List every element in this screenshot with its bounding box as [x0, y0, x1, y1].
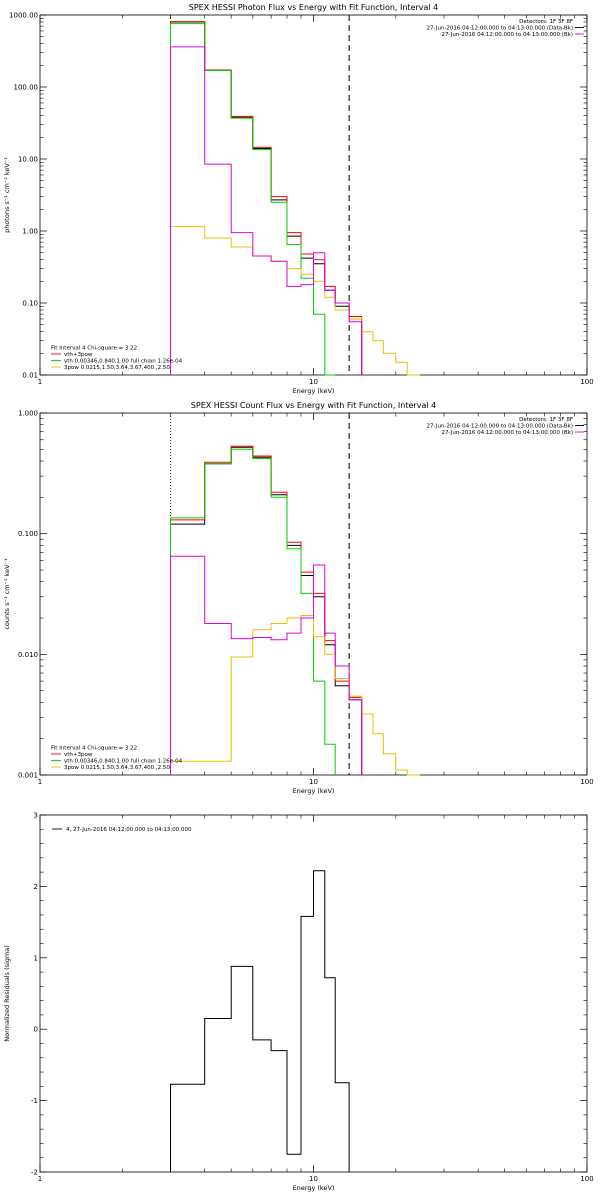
y-tick-label: 100.00: [14, 84, 39, 92]
y-axis-label: Normalized Residuals (sigma): [3, 945, 11, 1042]
x-axis-label: Energy (keV): [293, 1184, 335, 1192]
y-tick-label: 1.000: [18, 410, 38, 418]
x-tick-label: 10: [309, 1175, 318, 1183]
x-axis-label: Energy (keV): [293, 387, 335, 395]
plot-frame: [39, 14, 588, 376]
legend-line: 4, 27-Jun-2016 04:12:00.000 to 04:13:00.…: [66, 827, 192, 833]
series-power-law: [170, 615, 420, 776]
chart-title: SPEX HESSI Photon Flux vs Energy with Fi…: [189, 3, 439, 12]
y-tick-label: 0: [34, 1026, 38, 1034]
header-line: 27-Jun-2016 04:12:00.000 to 04:13:00.000…: [427, 424, 573, 430]
series-fit: [170, 445, 363, 775]
y-tick-label: 0.001: [18, 772, 38, 780]
legend-line: Fit Interval 4 Chi-square = 3.22: [51, 746, 137, 752]
series-thermal: [170, 448, 336, 775]
x-tick-label: 1: [38, 778, 42, 786]
legend-line: vth 0.00346,0.840,1.00 full chian 1.26e-…: [64, 359, 183, 365]
header-line: 27-Jun-2016 04:12:00.000 to 04:13:00.000…: [441, 430, 573, 436]
y-tick-label: -2: [31, 1169, 38, 1177]
y-tick-label: 0.10: [22, 300, 38, 308]
header-line: 27-Jun-2016 04:12:00.000 to 04:13:00.000…: [427, 26, 573, 32]
header-line: 27-Jun-2016 04:12:00.000 to 04:13:00.000…: [441, 32, 573, 38]
legend-line: vth+3pow: [64, 352, 93, 358]
plot-frame: [39, 814, 588, 1173]
y-tick-label: -1: [31, 1097, 38, 1105]
chart-panel-3: 1 10 100 -2 -1 0 1 2 3 Energy (keV) Normalized Res…: [3, 812, 594, 1193]
x-tick-label: 100: [580, 1175, 593, 1183]
y-tick-label: 1: [34, 954, 38, 962]
header-line: Detectors: 1F 3F 8F: [519, 417, 573, 423]
series-power-law: [170, 226, 420, 376]
x-tick-label: 1: [38, 1175, 42, 1183]
legend-line: vth 0.00346,0.840,1.00 full chian 1.26e-…: [64, 759, 183, 765]
x-tick-label: 100: [580, 378, 593, 386]
legend-line: 3pow 0.0215,1.50,3.64,3.67,400.,2.50: [64, 365, 170, 371]
x-tick-label: 1: [38, 378, 42, 386]
chart-title: SPEX HESSI Count Flux vs Energy with Fit…: [191, 401, 436, 410]
series-fit: [170, 21, 363, 375]
series-residuals: [170, 870, 350, 1172]
x-tick-label: 10: [309, 778, 318, 786]
y-tick-label: 3: [34, 812, 38, 820]
series-data: [170, 446, 363, 775]
y-tick-label: 0.01: [22, 372, 38, 380]
y-tick-label: 10.00: [18, 156, 38, 164]
y-tick-label: 2: [34, 883, 38, 891]
series-thermal: [170, 23, 336, 376]
header-line: Detectors: 1F 3F 8F: [519, 19, 573, 25]
y-axis-label: photons s⁻¹ cm⁻² keV⁻¹: [3, 157, 11, 233]
y-tick-label: 1.00: [22, 228, 38, 236]
legend-line: Fit Interval 4 Chi-square = 3.22: [51, 346, 137, 352]
legend-line: 3pow 0.0215,1.50,3.64,3.67,400.,2.50: [64, 765, 170, 771]
y-tick-label: 1000.00: [9, 12, 38, 20]
x-tick-label: 100: [580, 778, 593, 786]
y-tick-label: 0.100: [18, 530, 38, 538]
chart-panel-1: SPEX HESSI Photon Flux vs Energy with Fi…: [3, 3, 594, 395]
y-tick-label: 0.010: [18, 651, 38, 659]
chart-panel-2: SPEX HESSI Count Flux vs Energy with Fit…: [3, 401, 594, 795]
series-data: [170, 21, 363, 375]
series-background: [170, 46, 363, 375]
y-axis-label: counts s⁻¹ cm⁻² keV⁻¹: [3, 558, 11, 630]
x-axis-label: Energy (keV): [293, 787, 335, 795]
legend-line: vth+3pow: [64, 752, 93, 758]
x-tick-label: 10: [309, 378, 318, 386]
series-background: [170, 555, 363, 775]
